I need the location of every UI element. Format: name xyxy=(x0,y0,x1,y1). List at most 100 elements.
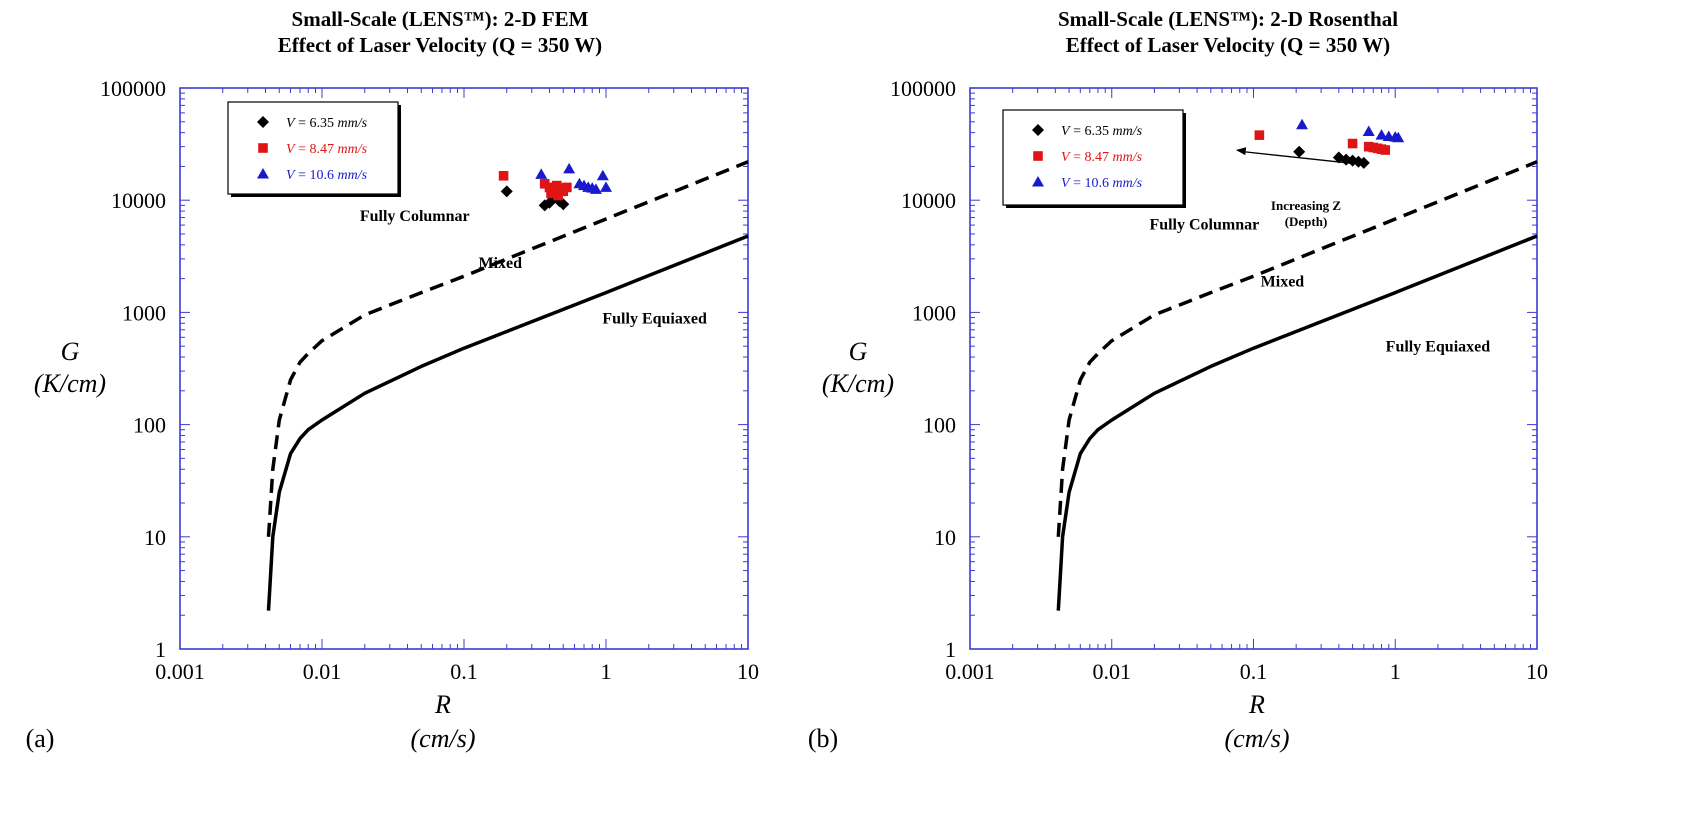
mixed-to-equiaxed-boundary xyxy=(1056,234,1538,611)
legend-marker xyxy=(258,143,268,153)
region-label-fully-equiaxed: Fully Equiaxed xyxy=(1386,338,1491,355)
data-point xyxy=(1293,145,1306,158)
y-tick-label: 100 xyxy=(133,413,166,438)
legend-label: V = 6.35 mm/s xyxy=(1061,124,1143,139)
series-3 xyxy=(535,162,612,194)
data-point xyxy=(1375,129,1388,140)
legend-label-number: = 8.47 xyxy=(1070,150,1113,165)
legend-label-number: = 8.47 xyxy=(295,142,338,157)
legend-label-value: V xyxy=(1061,176,1071,191)
y-tick-label: 10 xyxy=(144,525,166,550)
x-axis-unit: (cm/s) xyxy=(1225,724,1290,753)
annotation-arrow-line xyxy=(1241,150,1359,165)
chart-subtitle: Effect of Laser Velocity (Q = 350 W) xyxy=(1066,33,1390,57)
region-label-fully-equiaxed: Fully Equiaxed xyxy=(602,310,707,327)
data-point xyxy=(1380,145,1391,155)
legend-box xyxy=(1002,109,1184,206)
y-axis-unit: (K/cm) xyxy=(34,369,106,398)
legend-label-unit: mm/s xyxy=(337,142,367,157)
chart-title: Small-Scale (LENS™): 2-D FEM xyxy=(292,7,589,31)
data-point xyxy=(553,190,563,201)
region-label-fully-columnar: Fully Columnar xyxy=(360,208,470,225)
legend-label: V = 10.6 mm/s xyxy=(1061,176,1143,191)
data-point xyxy=(1254,130,1265,140)
annotation-arrowhead xyxy=(1235,147,1247,156)
legend-label: V = 6.35 mm/s xyxy=(286,116,368,131)
y-tick-label: 100000 xyxy=(100,76,166,101)
legend-label-unit: mm/s xyxy=(337,116,367,131)
y-tick-label: 1000 xyxy=(912,300,956,325)
legend: V = 6.35 mm/sV = 8.47 mm/sV = 10.6 mm/s xyxy=(227,101,401,197)
annotation-label: Increasing Z xyxy=(1271,198,1342,213)
x-tick-label: 1 xyxy=(601,659,612,684)
panel-label: (b) xyxy=(808,724,838,753)
legend-entry-2: V = 8.47 mm/s xyxy=(258,142,368,157)
legend-entry-2: V = 8.47 mm/s xyxy=(1033,150,1143,165)
data-point xyxy=(1296,118,1309,130)
legend: V = 6.35 mm/sV = 8.47 mm/sV = 10.6 mm/s xyxy=(1002,109,1186,208)
legend-marker xyxy=(1032,176,1044,187)
legend-label-unit: mm/s xyxy=(1112,150,1142,165)
legend-label-value: V xyxy=(286,168,296,183)
legend-entry-3: V = 10.6 mm/s xyxy=(1032,176,1143,191)
data-point xyxy=(539,179,550,189)
legend-label: V = 8.47 mm/s xyxy=(1061,150,1143,165)
data-point xyxy=(589,183,602,194)
data-point xyxy=(535,168,548,179)
y-tick-label: 1 xyxy=(945,637,956,662)
x-tick-label: 0.01 xyxy=(1093,659,1132,684)
y-tick-label: 1000 xyxy=(122,300,166,325)
y-tick-label: 10 xyxy=(934,525,956,550)
x-tick-label: 1 xyxy=(1390,659,1401,684)
legend-label-number: = 6.35 xyxy=(1070,124,1113,139)
series-2 xyxy=(498,170,572,201)
y-axis-label: G xyxy=(849,337,868,366)
depth-annotation: Increasing Z(Depth) xyxy=(1235,147,1359,229)
legend-label-number: = 10.6 xyxy=(295,168,338,183)
legend-marker xyxy=(1033,151,1043,161)
x-tick-label: 10 xyxy=(737,659,759,684)
legend-label-number: = 10.6 xyxy=(1070,176,1113,191)
y-axis-label: G xyxy=(61,337,80,366)
legend-label-value: V xyxy=(1061,150,1071,165)
axis-ticks xyxy=(180,88,748,649)
legend-label-value: V xyxy=(286,116,296,131)
columnar-to-mixed-boundary xyxy=(1056,160,1538,537)
columnar-to-mixed-boundary xyxy=(266,160,749,537)
data-point xyxy=(1392,131,1405,143)
mixed-to-equiaxed-boundary xyxy=(266,234,749,611)
y-tick-label: 100 xyxy=(923,413,956,438)
data-point xyxy=(562,182,572,193)
chart-title: Small-Scale (LENS™): 2-D Rosenthal xyxy=(1058,7,1398,31)
legend-marker xyxy=(257,168,269,179)
data-point xyxy=(596,169,609,181)
annotation-sublabel: (Depth) xyxy=(1285,214,1328,229)
legend-label-value: V xyxy=(1061,124,1071,139)
legend-label-unit: mm/s xyxy=(1112,124,1142,139)
legend-label-unit: mm/s xyxy=(337,168,367,183)
data-point xyxy=(600,181,612,192)
y-tick-label: 10000 xyxy=(901,188,956,213)
legend-marker xyxy=(1032,124,1044,136)
data-point xyxy=(557,198,570,211)
data-point xyxy=(500,185,513,198)
x-axis-label: R xyxy=(1248,690,1265,719)
series-2 xyxy=(1254,130,1391,155)
x-tick-label: 0.1 xyxy=(450,659,478,684)
region-label-mixed: Mixed xyxy=(1261,274,1305,291)
legend-entry-3: V = 10.6 mm/s xyxy=(257,168,368,183)
panel-label: (a) xyxy=(26,724,55,753)
chart-subtitle: Effect of Laser Velocity (Q = 350 W) xyxy=(278,33,602,57)
legend-label-value: V xyxy=(286,142,296,157)
x-tick-label: 0.001 xyxy=(155,659,205,684)
data-point xyxy=(546,188,556,199)
legend-entry-1: V = 6.35 mm/s xyxy=(1032,124,1143,139)
series-1 xyxy=(1293,145,1370,169)
series-3 xyxy=(1296,118,1405,143)
legend-label-unit: mm/s xyxy=(1112,176,1142,191)
y-tick-label: 100000 xyxy=(890,76,956,101)
legend-marker xyxy=(257,116,269,128)
data-point xyxy=(1357,156,1370,169)
x-tick-label: 10 xyxy=(1526,659,1548,684)
